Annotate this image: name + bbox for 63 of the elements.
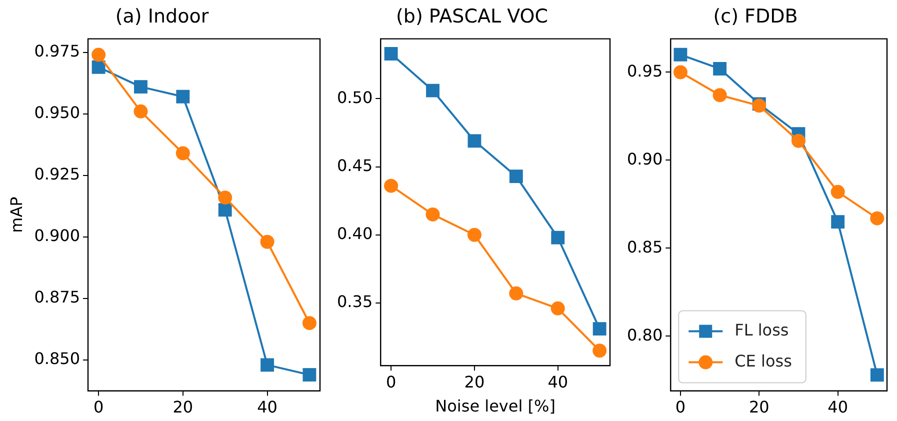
x-tick-label: 0 [93, 398, 104, 417]
chart-title: (c) FDDB [713, 5, 798, 28]
point [831, 215, 845, 229]
point [92, 48, 106, 62]
x-tick-label: 20 [172, 398, 194, 417]
chart-title: (b) PASCAL VOC [396, 5, 548, 28]
x-tick-label: 0 [386, 372, 396, 392]
point [302, 368, 316, 382]
point [592, 322, 606, 336]
y-tick-label: 0.900 [34, 226, 80, 246]
point [134, 80, 148, 94]
point [551, 230, 565, 244]
y-tick-label: 0.950 [34, 103, 80, 122]
x-tick-label: 40 [828, 398, 848, 417]
point [218, 203, 232, 217]
point [791, 134, 806, 148]
point [260, 234, 274, 249]
point [134, 104, 148, 118]
point [176, 90, 190, 104]
x-axis-title: Noise level [%] [435, 396, 556, 416]
point [467, 228, 482, 242]
point [384, 178, 398, 193]
legend-label: CE loss [734, 351, 792, 370]
x-tick-label: 20 [748, 398, 770, 417]
y-tick-label: 0.875 [34, 288, 80, 307]
point [713, 62, 727, 76]
y-axis-title: mAP [6, 196, 26, 233]
y-tick-label: 0.850 [34, 349, 80, 368]
point [509, 286, 524, 300]
y-tick-label: 0.50 [337, 88, 373, 107]
y-tick-label: 0.80 [627, 325, 663, 344]
point [176, 146, 190, 160]
point [302, 316, 316, 330]
x-tick-label: 0 [675, 398, 686, 417]
x-tick-label: 20 [464, 372, 485, 392]
y-tick-label: 0.40 [337, 224, 373, 244]
legend-label: FL loss [734, 320, 789, 340]
point [870, 368, 884, 382]
x-tick-label: 40 [548, 372, 568, 392]
y-tick-label: 0.925 [34, 164, 80, 184]
x-tick-label: 40 [257, 398, 278, 417]
point [260, 358, 274, 372]
point [426, 84, 440, 98]
point [830, 184, 845, 199]
point [592, 344, 607, 358]
y-tick-label: 0.975 [34, 41, 80, 60]
point [674, 48, 688, 62]
y-tick-label: 0.90 [627, 149, 663, 168]
point [673, 65, 688, 80]
point [468, 134, 482, 148]
y-tick-label: 0.95 [627, 61, 663, 80]
chart-title: (a) Indoor [115, 5, 209, 28]
y-tick-label: 0.35 [337, 292, 373, 312]
y-tick-label: 0.85 [627, 237, 663, 256]
point [509, 170, 523, 184]
y-tick-label: 0.45 [337, 156, 373, 175]
point [92, 60, 106, 74]
point [384, 47, 398, 60]
point [870, 211, 884, 226]
point [426, 207, 440, 222]
point [218, 190, 232, 205]
point [550, 301, 565, 316]
point [712, 88, 727, 102]
